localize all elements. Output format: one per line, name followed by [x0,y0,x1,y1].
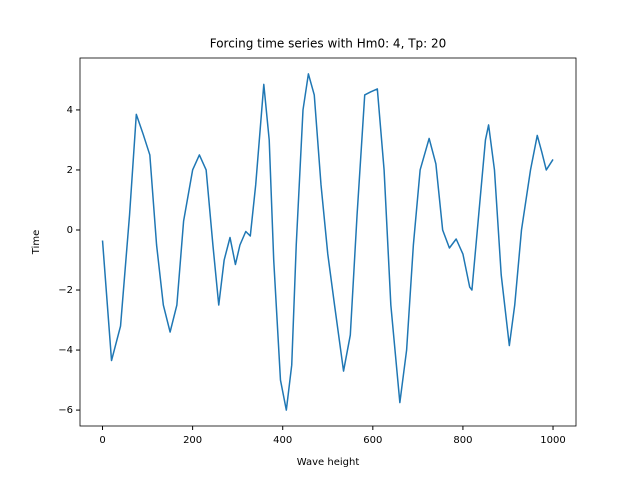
x-tick-label: 0 [99,435,105,446]
y-tick-label: 0 [67,225,73,236]
y-tick-label: −4 [58,345,73,356]
data-line [101,73,554,411]
x-tick-label: 1000 [540,435,565,446]
axes-frame [79,57,577,427]
y-tick-label: 4 [67,105,73,116]
x-axis-label: Wave height [297,457,360,468]
y-tick-label: −6 [58,405,73,416]
x-tick-label: 600 [363,435,382,446]
x-tick-label: 800 [453,435,472,446]
y-tick-label: −2 [58,285,73,296]
y-tick-label: 2 [67,165,73,176]
x-tick-label: 400 [273,435,292,446]
y-axis-label: Time [31,230,42,255]
x-tick-label: 200 [183,435,202,446]
chart-title: Forcing time series with Hm0: 4, Tp: 20 [210,37,447,51]
